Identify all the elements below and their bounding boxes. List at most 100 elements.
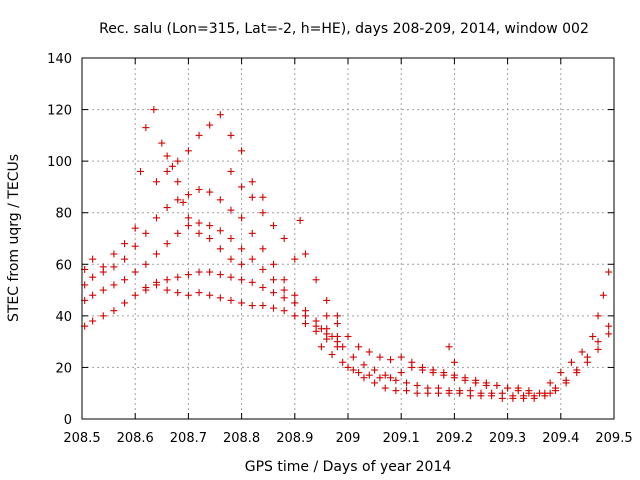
- data-point: [89, 273, 97, 281]
- data-point: [339, 358, 347, 366]
- data-point: [259, 265, 267, 273]
- data-point: [206, 235, 214, 242]
- data-point: [381, 371, 389, 379]
- data-point: [137, 167, 145, 175]
- data-point: [408, 363, 416, 371]
- y-tick-label: 40: [55, 310, 72, 325]
- data-point: [216, 271, 224, 279]
- data-point: [339, 343, 347, 351]
- data-point: [429, 369, 437, 377]
- data-point: [472, 379, 480, 387]
- data-point: [312, 327, 320, 335]
- data-point: [179, 198, 187, 206]
- data-point: [397, 369, 405, 377]
- data-point: [142, 286, 150, 294]
- data-point: [413, 381, 421, 389]
- data-point: [344, 332, 352, 340]
- data-point: [184, 222, 192, 230]
- data-point: [482, 381, 490, 389]
- data-point: [355, 369, 363, 377]
- data-point: [280, 294, 288, 302]
- data-point: [152, 214, 160, 222]
- data-point: [174, 196, 182, 204]
- data-point: [206, 222, 214, 230]
- series-sat-h: [227, 167, 341, 320]
- data-point: [150, 106, 158, 114]
- data-point: [248, 229, 256, 237]
- data-point: [317, 325, 325, 333]
- data-point: [301, 320, 309, 328]
- x-tick-label: 209.5: [595, 431, 632, 446]
- data-point: [270, 304, 278, 312]
- data-point: [605, 268, 613, 276]
- data-point: [89, 255, 97, 263]
- data-point: [195, 219, 203, 227]
- data-point: [551, 387, 559, 395]
- data-point: [206, 121, 214, 129]
- x-tick-labels: 208.5 208.6 208.7 208.8 208.9 209 209.1 209.2 20…: [63, 431, 632, 446]
- x-tick-label: 208.6: [117, 431, 154, 446]
- data-point: [216, 227, 224, 235]
- x-tick-label: 208.7: [170, 431, 207, 446]
- data-point: [413, 389, 421, 397]
- data-point: [195, 268, 203, 276]
- data-point: [371, 366, 379, 374]
- data-point: [605, 322, 613, 330]
- data-point: [333, 312, 341, 320]
- data-point: [567, 358, 575, 366]
- plot-frame: [81, 57, 615, 420]
- y-tick-label: 120: [47, 104, 72, 119]
- data-point: [578, 348, 586, 356]
- data-point: [498, 394, 506, 402]
- data-point: [445, 343, 453, 351]
- data-point: [387, 356, 395, 364]
- series-sat-b: [163, 152, 246, 268]
- data-point: [110, 281, 118, 289]
- data-point: [174, 273, 182, 281]
- data-point: [195, 131, 203, 139]
- data-point: [227, 296, 235, 304]
- data-point: [216, 245, 224, 253]
- y-tick-label: 100: [47, 155, 72, 170]
- data-point: [238, 245, 246, 253]
- data-point: [121, 299, 129, 307]
- data-point: [206, 268, 214, 276]
- y-tick-label: 20: [55, 361, 72, 376]
- data-point: [397, 353, 405, 361]
- x-tick-label: 208.5: [63, 431, 100, 446]
- data-point: [403, 387, 411, 395]
- data-point: [392, 387, 400, 395]
- series-sat-g: [152, 111, 267, 201]
- data-point: [323, 335, 331, 343]
- data-point: [280, 276, 288, 284]
- data-point: [248, 278, 256, 286]
- data-point: [206, 291, 214, 299]
- data-point: [296, 216, 304, 224]
- data-point: [280, 235, 288, 242]
- series-sat-m: [445, 268, 613, 387]
- data-point: [227, 235, 235, 242]
- data-point: [536, 389, 544, 397]
- data-point: [99, 312, 107, 320]
- data-point: [291, 299, 299, 307]
- data-point: [163, 167, 171, 175]
- data-point: [206, 188, 214, 196]
- data-point: [270, 289, 278, 297]
- data-point: [121, 240, 129, 248]
- data-point: [259, 302, 267, 310]
- data-point: [344, 363, 352, 371]
- data-point: [174, 289, 182, 297]
- x-tick-label: 208.8: [223, 431, 260, 446]
- data-point: [392, 376, 400, 384]
- data-point: [333, 320, 341, 328]
- data-point: [163, 204, 171, 212]
- data-point: [152, 250, 160, 258]
- data-point: [238, 299, 246, 307]
- data-point: [317, 343, 325, 351]
- data-point: [360, 374, 368, 382]
- data-point: [589, 332, 597, 340]
- data-point: [259, 193, 267, 201]
- data-point: [110, 250, 118, 258]
- data-point: [110, 263, 118, 271]
